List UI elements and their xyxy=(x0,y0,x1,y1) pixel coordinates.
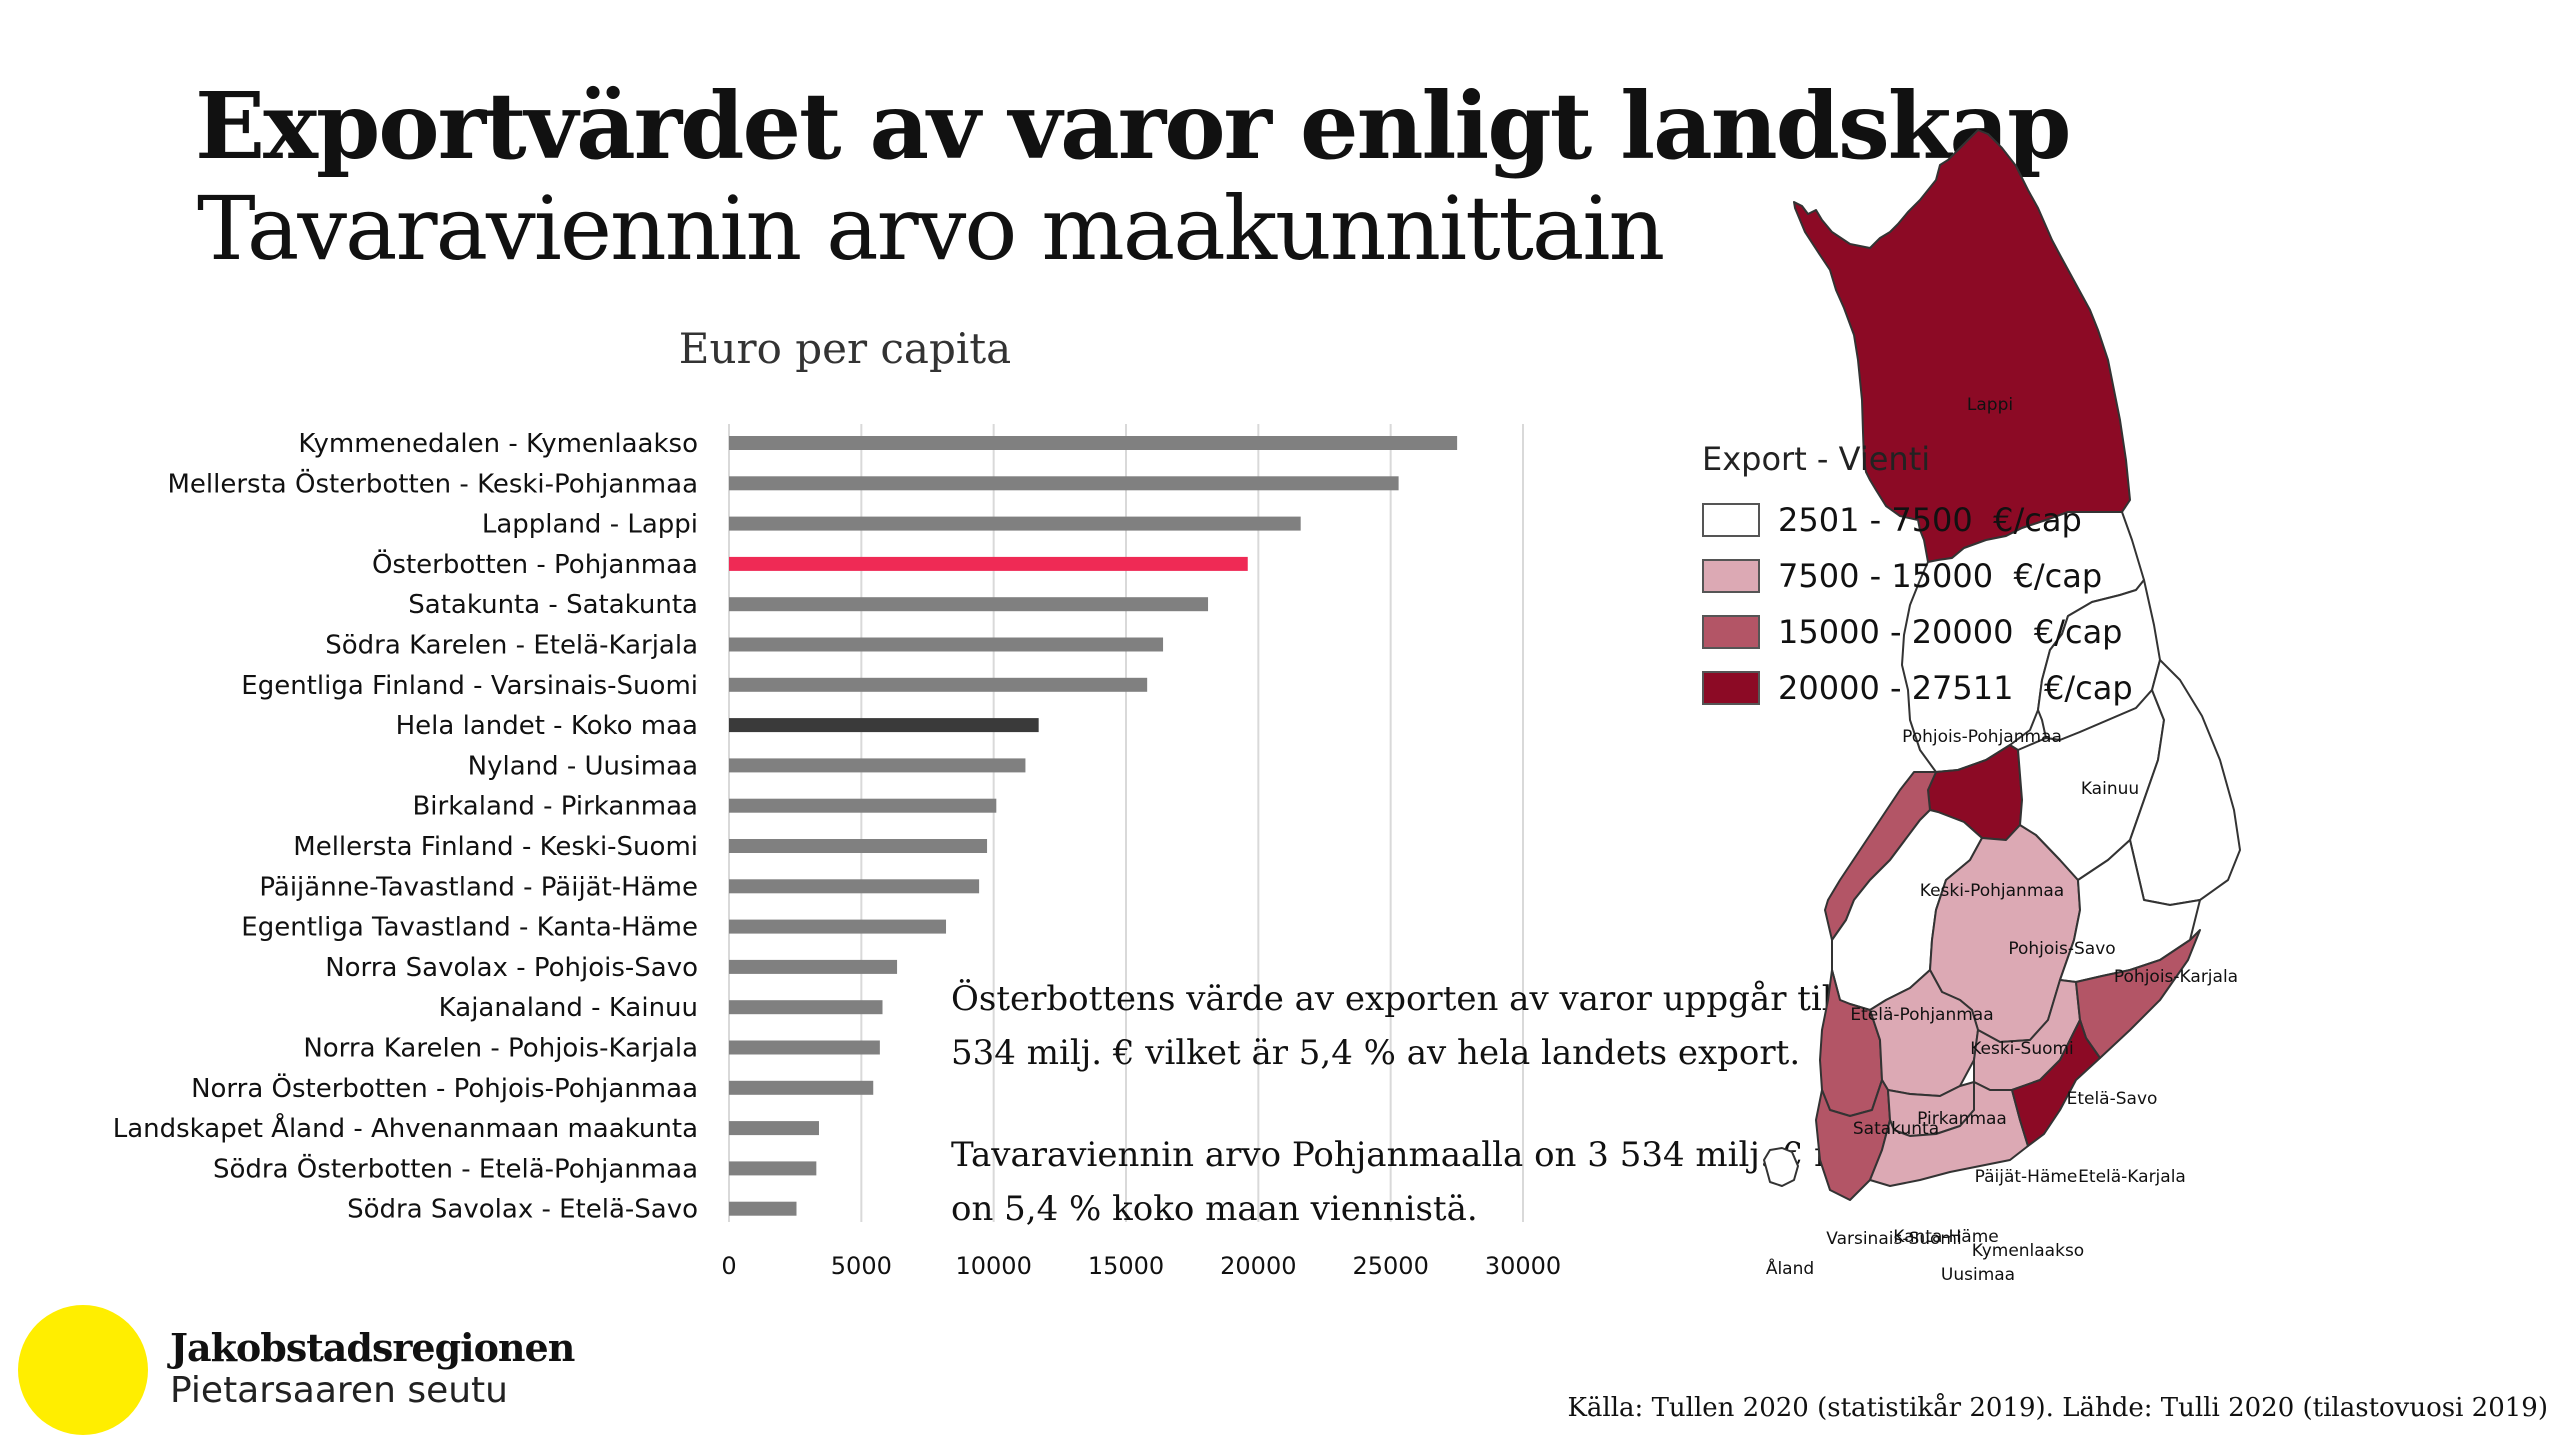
x-tick-label: 20000 xyxy=(1220,1252,1296,1280)
category-label: Landskapet Åland - Ahvenanmaan maakunta xyxy=(113,1112,698,1144)
category-label: Kymmenedalen - Kymenlaakso xyxy=(298,429,698,459)
map-label-pirkanmaa: Pirkanmaa xyxy=(1917,1109,2007,1129)
map-label-etela-karjala: Etelä-Karjala xyxy=(2078,1167,2186,1187)
main-title: Exportvärdet av varor enligt landskap xyxy=(195,72,2071,180)
organization-name-finnish: Pietarsaaren seutu xyxy=(170,1370,508,1411)
legend-swatch xyxy=(1702,559,1760,593)
legend-item: 15000 - 20000 €/cap xyxy=(1702,604,2133,660)
map-label-satakunta: Satakunta xyxy=(1853,1119,1939,1139)
legend-label: 15000 - 20000 €/cap xyxy=(1778,613,2123,651)
category-label: Mellersta Österbotten - Keski-Pohjanmaa xyxy=(168,467,699,499)
category-label: Satakunta - Satakunta xyxy=(408,590,698,620)
map-label-pohjois-karjala: Pohjois-Karjala xyxy=(2114,967,2238,987)
map-label-ahvenanmaa: Åland xyxy=(1766,1257,1814,1279)
bar xyxy=(729,476,1399,491)
map-region-kymenlaakso xyxy=(2011,1019,2101,1147)
category-labels: Kymmenedalen - Kymenlaakso Mellersta Öste… xyxy=(113,429,698,1225)
map-label-kanta-hame: Kanta-Häme xyxy=(1893,1227,1998,1247)
category-label: Österbotten - Pohjanmaa xyxy=(372,548,698,580)
bar xyxy=(729,436,1458,450)
organization-name: Jakobstadsregionen xyxy=(170,1325,575,1370)
map-region-pohjois-karjala xyxy=(2129,659,2241,906)
legend-swatch xyxy=(1702,503,1760,537)
map-label-kainuu: Kainuu xyxy=(2081,779,2139,799)
x-tick-label: 5000 xyxy=(831,1252,892,1280)
note-finnish: Tavaraviennin arvo Pohjanmaalla on 3 534… xyxy=(951,1135,1898,1229)
bar xyxy=(729,839,988,853)
category-label: Norra Karelen - Pohjois-Karjala xyxy=(303,1034,698,1064)
x-axis-ticks: 0 5000 10000 15000 20000 25000 30000 xyxy=(721,1252,1561,1280)
category-label: Kajanaland - Kainuu xyxy=(439,993,698,1023)
note-swedish: Österbottens värde av exporten av varor … xyxy=(951,979,1876,1073)
map-labels: Lappi Pohjois-Pohjanmaa Kainuu Keski-Poh… xyxy=(1766,395,2238,1285)
category-label: Egentliga Finland - Varsinais-Suomi xyxy=(241,671,698,701)
map-region-lappi xyxy=(1793,129,2131,563)
map-label-varsinais-suomi: Varsinais-Suomi xyxy=(1826,1229,1961,1249)
bar xyxy=(729,516,1301,531)
bar xyxy=(729,879,980,894)
bar xyxy=(729,718,1039,733)
bar xyxy=(729,758,1026,773)
category-label: Södra Savolax - Etelä-Savo xyxy=(347,1195,698,1225)
bar xyxy=(729,597,1209,612)
legend-item: 2501 - 7500 €/cap xyxy=(1702,492,2133,548)
logo-circle xyxy=(18,1305,148,1435)
bar xyxy=(729,556,1248,571)
bar xyxy=(729,919,947,934)
category-label: Mellersta Finland - Keski-Suomi xyxy=(293,832,698,862)
legend-label: 20000 - 27511 €/cap xyxy=(1778,669,2133,707)
category-label: Norra Savolax - Pohjois-Savo xyxy=(325,953,698,983)
bar xyxy=(729,1201,797,1216)
legend-swatch xyxy=(1702,671,1760,705)
bar xyxy=(729,677,1148,692)
legend-item: 7500 - 15000 €/cap xyxy=(1702,548,2133,604)
bar xyxy=(729,637,1164,652)
chart-title: Euro per capita xyxy=(679,324,1011,373)
gridlines xyxy=(728,424,1524,1222)
legend-label: 7500 - 15000 €/cap xyxy=(1778,557,2103,595)
map-label-kymenlaakso: Kymenlaakso xyxy=(1972,1241,2084,1261)
map-legend: Export - Vienti 2501 - 7500 €/cap 7500 -… xyxy=(1702,440,2133,716)
map-label-keski-pohjanmaa: Keski-Pohjanmaa xyxy=(1920,881,2064,901)
x-tick-label: 25000 xyxy=(1352,1252,1428,1280)
category-label: Lappland - Lappi xyxy=(482,510,698,540)
subtitle: Tavaraviennin arvo maakunnittain xyxy=(197,177,1665,280)
x-tick-label: 15000 xyxy=(1088,1252,1164,1280)
map-label-pohjois-savo: Pohjois-Savo xyxy=(2008,939,2115,959)
bar xyxy=(729,1040,880,1055)
bar xyxy=(729,1000,883,1015)
bar xyxy=(729,1121,819,1136)
map-label-paijat-hame: Päijät-Häme xyxy=(1975,1167,2078,1187)
bar xyxy=(729,798,997,813)
category-label: Birkaland - Pirkanmaa xyxy=(412,792,698,822)
legend-item: 20000 - 27511 €/cap xyxy=(1702,660,2133,716)
category-label: Norra Österbotten - Pohjois-Pohjanmaa xyxy=(191,1072,698,1104)
category-label: Södra Karelen - Etelä-Karjala xyxy=(325,631,698,661)
category-label: Egentliga Tavastland - Kanta-Häme xyxy=(241,913,698,943)
legend-label: 2501 - 7500 €/cap xyxy=(1778,501,2082,539)
legend-title: Export - Vienti xyxy=(1702,440,1931,478)
category-label: Päijänne-Tavastland - Päijät-Häme xyxy=(259,872,698,902)
bar xyxy=(729,1161,817,1176)
x-tick-label: 10000 xyxy=(955,1252,1031,1280)
finland-map: Lappi Pohjois-Pohjanmaa Kainuu Keski-Poh… xyxy=(1763,129,2241,1285)
legend-swatch xyxy=(1702,615,1760,649)
bar xyxy=(729,1080,874,1095)
category-label: Nyland - Uusimaa xyxy=(468,751,698,781)
map-label-uusimaa: Uusimaa xyxy=(1941,1265,2015,1285)
x-tick-label: 0 xyxy=(721,1252,736,1280)
bars xyxy=(729,436,1458,1216)
x-tick-label: 30000 xyxy=(1485,1252,1561,1280)
map-label-keski-suomi: Keski-Suomi xyxy=(1970,1039,2074,1059)
category-label: Södra Österbotten - Etelä-Pohjanmaa xyxy=(213,1152,698,1184)
map-label-pohjois-pohjanmaa: Pohjois-Pohjanmaa xyxy=(1902,727,2062,747)
map-label-etela-pohjanmaa: Etelä-Pohjanmaa xyxy=(1850,1005,1993,1025)
map-region-ahvenanmaa xyxy=(1763,1147,1799,1187)
bar xyxy=(729,959,898,974)
map-label-etela-savo: Etelä-Savo xyxy=(2067,1089,2158,1109)
source-note: Källa: Tullen 2020 (statistikår 2019). L… xyxy=(1567,1393,2548,1423)
category-label: Hela landet - Koko maa xyxy=(396,711,698,741)
map-label-lappi: Lappi xyxy=(1967,395,2013,415)
bar-chart: Euro per capita Kymmenedalen - Kymenlaak… xyxy=(113,324,1561,1280)
